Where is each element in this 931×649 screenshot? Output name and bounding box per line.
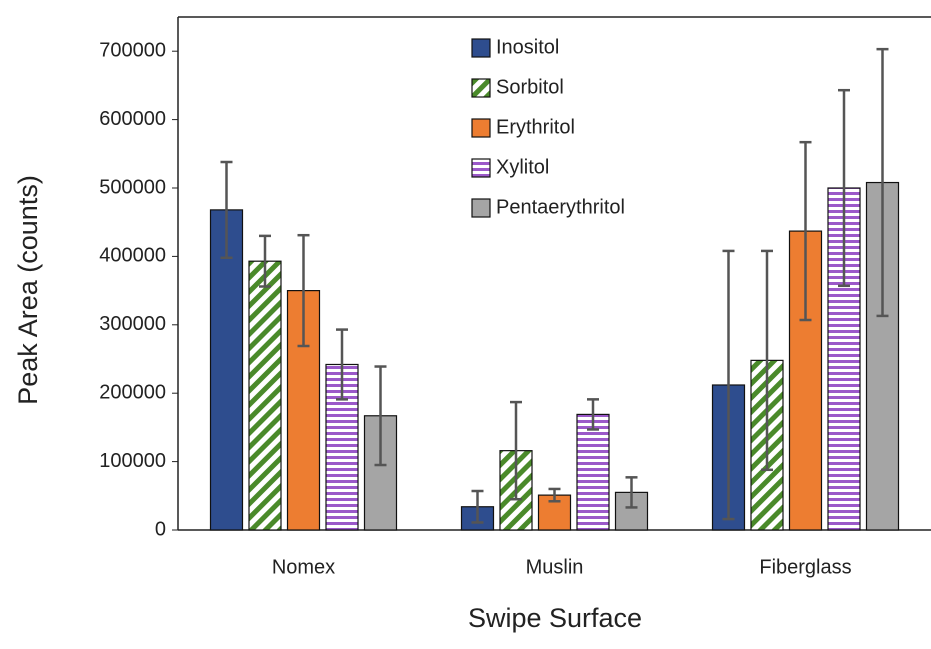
- legend-swatch: [471, 158, 491, 178]
- y-tick-label: 500000: [99, 176, 166, 198]
- y-tick-label: 0: [155, 518, 166, 540]
- y-tick-label: 700000: [99, 39, 166, 61]
- y-tick-label: 600000: [99, 108, 166, 130]
- legend-label: Inositol: [496, 36, 559, 58]
- y-tick-label: 300000: [99, 313, 166, 335]
- legend-label: Erythritol: [496, 116, 575, 138]
- x-axis-label: Swipe Surface: [468, 603, 642, 633]
- bar: [576, 413, 610, 531]
- bar: [209, 209, 244, 531]
- x-tick-label: Fiberglass: [759, 556, 851, 578]
- legend-swatch: [471, 118, 491, 138]
- y-tick-label: 400000: [99, 245, 166, 267]
- legend-swatch: [471, 38, 491, 58]
- x-tick-label: Muslin: [526, 556, 584, 578]
- y-tick-label: 200000: [99, 381, 166, 403]
- bar: [248, 260, 282, 531]
- legend-label: Pentaerythritol: [496, 196, 625, 218]
- legend-label: Xylitol: [496, 156, 549, 178]
- bar: [286, 290, 321, 531]
- y-tick-label: 100000: [99, 450, 166, 472]
- legend-label: Sorbitol: [496, 76, 564, 98]
- bar: [537, 494, 572, 531]
- legend-swatch: [471, 198, 491, 218]
- y-axis-label: Peak Area (counts): [13, 175, 43, 405]
- x-tick-label: Nomex: [272, 556, 335, 578]
- legend-swatch: [471, 78, 491, 98]
